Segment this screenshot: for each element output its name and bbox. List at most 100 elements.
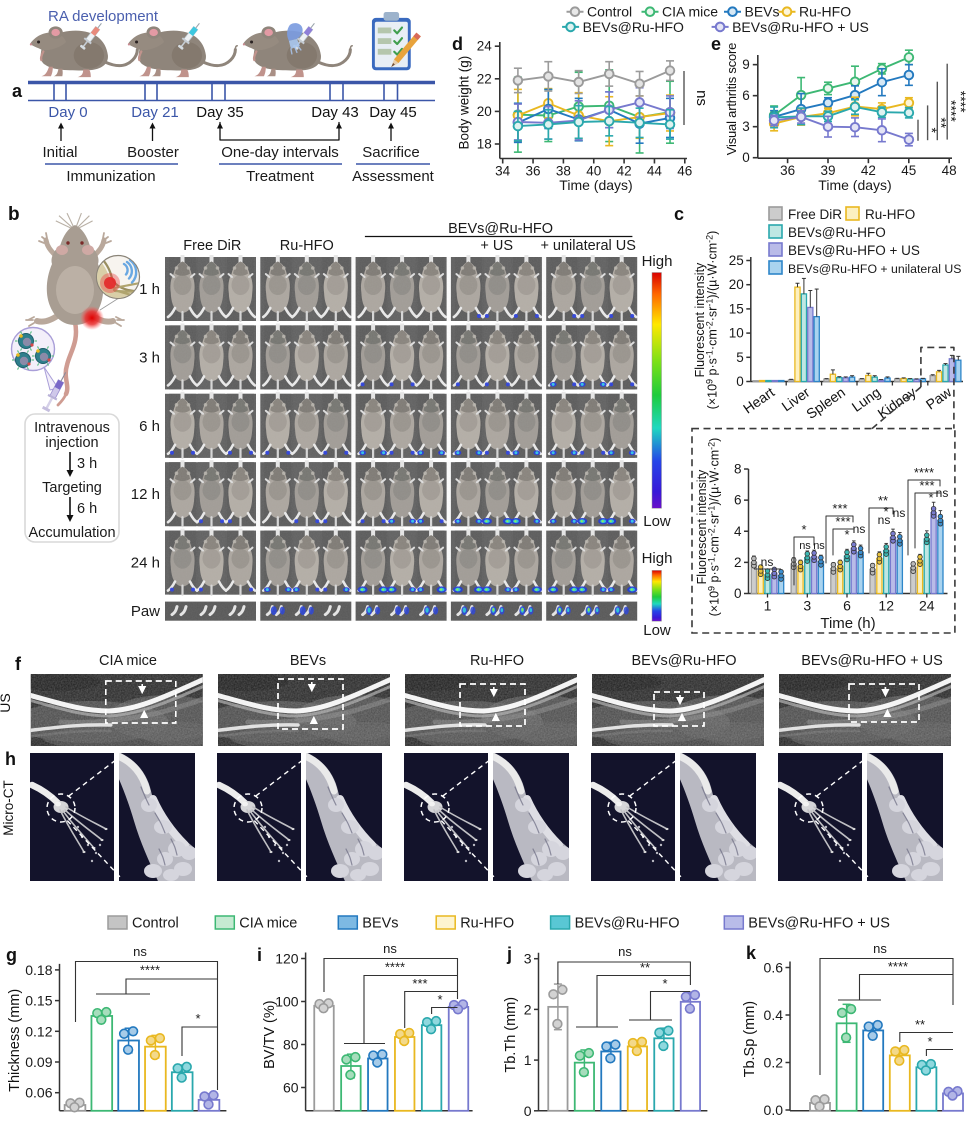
svg-text:Booster: Booster [127, 144, 179, 161]
svg-text:ns: ns [813, 540, 825, 552]
svg-text:ns: ns [761, 555, 774, 569]
svg-text:Ru-HFO: Ru-HFO [460, 916, 514, 932]
svg-text:Day 35: Day 35 [196, 104, 244, 121]
svg-text:***: *** [919, 478, 934, 493]
svg-text:k: k [746, 943, 757, 963]
svg-text:US: US [0, 693, 13, 712]
svg-text:Intravenous: Intravenous [34, 420, 110, 436]
svg-text:0.2: 0.2 [764, 1055, 784, 1071]
svg-text:5: 5 [736, 350, 744, 365]
svg-text:1: 1 [764, 598, 772, 614]
svg-text:****: **** [140, 963, 160, 978]
svg-text:0: 0 [742, 150, 750, 165]
svg-text:0.18: 0.18 [25, 962, 52, 978]
svg-text:39: 39 [820, 163, 835, 178]
svg-text:36: 36 [780, 163, 795, 178]
svg-text:Low: Low [643, 513, 671, 530]
svg-text:1 h: 1 h [139, 281, 160, 298]
svg-text:Tb.Th (mm): Tb.Th (mm) [503, 997, 519, 1073]
svg-text:3: 3 [524, 951, 532, 967]
svg-text:Accumulation: Accumulation [28, 525, 115, 541]
svg-text:**: ** [878, 493, 888, 508]
svg-text:*: * [924, 128, 940, 134]
svg-text:BEVs@Ru-HFO: BEVs@Ru-HFO [575, 916, 680, 932]
svg-text:b: b [8, 204, 20, 225]
svg-text:80: 80 [283, 1037, 299, 1053]
svg-text:Assessment: Assessment [352, 168, 435, 185]
svg-text:ns: ns [873, 941, 887, 956]
svg-text:12: 12 [878, 598, 894, 614]
svg-text:BEVs@Ru-HFO + US: BEVs@Ru-HFO + US [732, 19, 869, 35]
svg-text:h: h [5, 749, 16, 769]
svg-text:injection: injection [45, 435, 98, 451]
svg-text:0: 0 [524, 1103, 532, 1119]
svg-text:****: **** [888, 959, 908, 974]
svg-text:Day 43: Day 43 [311, 104, 359, 121]
svg-text:****: **** [914, 465, 934, 480]
svg-text:38: 38 [556, 164, 571, 179]
svg-text:Spleen: Spleen [803, 384, 848, 422]
svg-text:c: c [674, 204, 684, 224]
svg-text:Body weight (g): Body weight (g) [457, 56, 472, 150]
svg-text:BEVs: BEVs [290, 653, 326, 669]
svg-text:j: j [506, 944, 512, 964]
svg-text:Free DiR: Free DiR [788, 207, 842, 222]
svg-text:One-day intervals: One-day intervals [221, 144, 339, 161]
svg-text:g: g [6, 945, 17, 965]
svg-text:**: ** [915, 1017, 925, 1032]
svg-text:6 h: 6 h [139, 418, 160, 435]
svg-text:BEVs: BEVs [745, 4, 780, 20]
svg-text:a: a [12, 81, 23, 101]
svg-text:24: 24 [919, 598, 935, 614]
svg-text:0.15: 0.15 [25, 993, 52, 1009]
svg-text:45: 45 [901, 163, 916, 178]
svg-text:Paw: Paw [131, 603, 160, 620]
svg-text:22: 22 [477, 71, 492, 86]
svg-text:8: 8 [734, 462, 742, 477]
svg-text:0.4: 0.4 [764, 1007, 784, 1023]
svg-text:Day 45: Day 45 [369, 104, 417, 121]
svg-text:****: **** [385, 960, 405, 975]
svg-text:0.12: 0.12 [25, 1023, 52, 1039]
svg-text:Fluorescent intensity: Fluorescent intensity [693, 262, 707, 377]
svg-text:d: d [452, 34, 463, 54]
svg-text:*: * [844, 527, 849, 542]
svg-text:0: 0 [736, 374, 744, 389]
svg-text:BEVs@Ru-HFO: BEVs@Ru-HFO [632, 653, 737, 669]
svg-text:120: 120 [275, 951, 299, 967]
svg-text:Fluorescent intensity: Fluorescent intensity [695, 469, 709, 584]
svg-text:+ US: + US [480, 238, 513, 254]
svg-text:18: 18 [477, 137, 492, 152]
svg-text:3: 3 [742, 119, 750, 134]
svg-text:6 h: 6 h [77, 501, 97, 517]
svg-text:ns: ns [853, 522, 866, 536]
svg-text:CIA mice: CIA mice [662, 4, 718, 20]
svg-text:100: 100 [275, 994, 299, 1010]
svg-text:12 h: 12 h [131, 486, 160, 503]
svg-text:9: 9 [742, 57, 750, 72]
svg-text:*: * [927, 1034, 932, 1049]
svg-text:RA development: RA development [48, 8, 159, 25]
svg-text:6: 6 [734, 493, 742, 508]
svg-text:**: ** [934, 117, 950, 128]
svg-text:34: 34 [495, 164, 511, 179]
svg-text:0: 0 [734, 586, 742, 601]
svg-text:Tb.Sp (mm): Tb.Sp (mm) [742, 1001, 758, 1078]
svg-text:i: i [257, 945, 262, 965]
svg-text:44: 44 [647, 164, 663, 179]
svg-text:3 h: 3 h [139, 349, 160, 366]
svg-text:***: *** [835, 514, 850, 529]
svg-text:Ru-HFO: Ru-HFO [799, 4, 851, 20]
svg-text:ns: ns [618, 944, 632, 959]
svg-text:*: * [883, 504, 888, 519]
svg-text:BEVs@Ru-HFO + US: BEVs@Ru-HFO + US [801, 653, 943, 669]
svg-text:10: 10 [729, 326, 744, 341]
svg-text:42: 42 [617, 164, 632, 179]
svg-text:Initial: Initial [42, 144, 77, 161]
svg-text:BEVs@Ru-HFO + US: BEVs@Ru-HFO + US [788, 243, 920, 258]
svg-text:(×109 p·s-1·cm-2·sr-1)/(µ·W·cm: (×109 p·s-1·cm-2·sr-1)/(µ·W·cm-2) [707, 438, 722, 617]
svg-text:***: *** [412, 976, 427, 991]
svg-text:Targeting: Targeting [42, 480, 102, 496]
svg-text:36: 36 [526, 164, 541, 179]
svg-text:BEVs@Ru-HFO: BEVs@Ru-HFO [788, 225, 886, 240]
